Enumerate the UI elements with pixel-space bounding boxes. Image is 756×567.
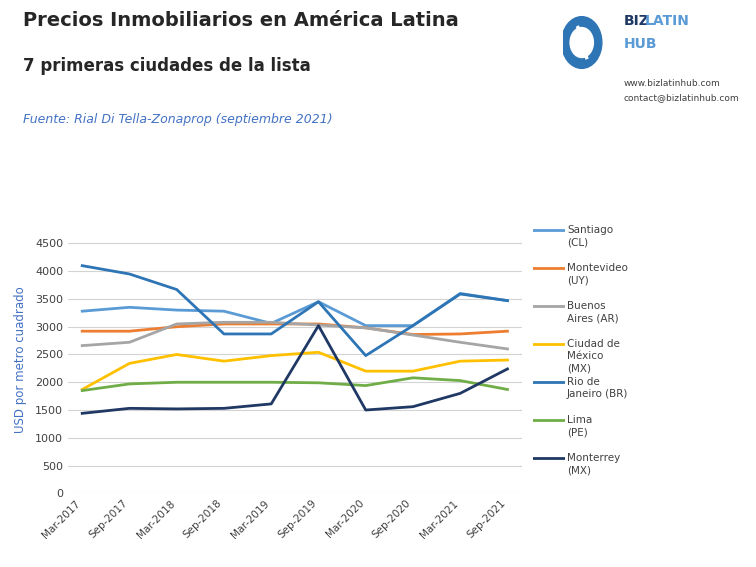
Text: Lima
(PE): Lima (PE) xyxy=(567,415,592,438)
Text: Ciudad de
México
(MX): Ciudad de México (MX) xyxy=(567,339,620,374)
Text: BIZ: BIZ xyxy=(624,14,649,28)
Text: HUB: HUB xyxy=(624,37,657,51)
Text: Santiago
(CL): Santiago (CL) xyxy=(567,225,613,248)
Text: contact@bizlatinhub.com: contact@bizlatinhub.com xyxy=(624,94,739,103)
Text: Montevideo
(UY): Montevideo (UY) xyxy=(567,263,628,286)
Text: Monterrey
(MX): Monterrey (MX) xyxy=(567,453,620,476)
Circle shape xyxy=(562,16,602,69)
Text: Rio de
Janeiro (BR): Rio de Janeiro (BR) xyxy=(567,377,628,400)
Y-axis label: USD por metro cuadrado: USD por metro cuadrado xyxy=(14,287,26,433)
Circle shape xyxy=(570,28,593,57)
Text: Buenos
Aires (AR): Buenos Aires (AR) xyxy=(567,301,618,324)
Text: www.bizlatinhub.com: www.bizlatinhub.com xyxy=(624,79,720,88)
Text: LATIN: LATIN xyxy=(645,14,689,28)
Text: Precios Inmobiliarios en América Latina: Precios Inmobiliarios en América Latina xyxy=(23,11,458,31)
Text: 7 primeras ciudades de la lista: 7 primeras ciudades de la lista xyxy=(23,57,311,75)
Text: Fuente: Rial Di Tella-Zonaprop (septiembre 2021): Fuente: Rial Di Tella-Zonaprop (septiemb… xyxy=(23,113,333,126)
